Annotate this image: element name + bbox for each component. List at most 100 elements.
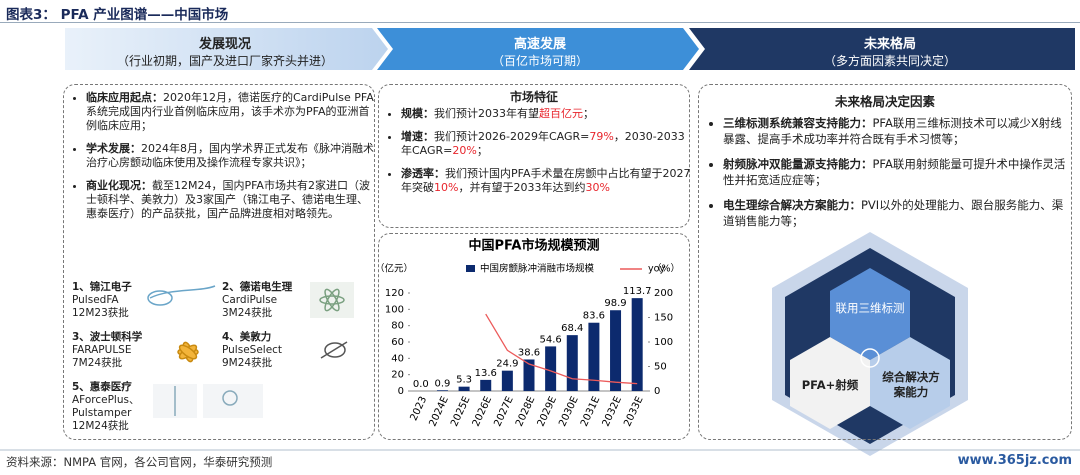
source-note: 资料来源：NMPA 官网，各公司官网，华泰研究预测 — [6, 455, 273, 469]
item-text: ； — [583, 107, 594, 120]
item-label: 电生理综合解决方案能力： — [723, 198, 861, 212]
x-tick-label: 2023 — [409, 395, 430, 423]
market-panel: 市场特征 规模：我们预计2033年有望超百亿元；增速：我们预计2026-2029… — [378, 84, 690, 228]
list-item: 射频脉冲双能量源支持能力：PFA联用射频能量可提升术中操作灵活性并拓宽适应症等； — [723, 156, 1068, 188]
list-item: 增速：我们预计2026-2029年CAGR=79%，2030-2033年CAGR… — [401, 130, 693, 158]
item-label: 商业化现况： — [86, 179, 152, 192]
right-panel: 未来格局决定因素 三维标测系统兼容支持能力：PFA联用三维标测技术可以减少X射线… — [698, 84, 1072, 440]
bar — [480, 379, 492, 391]
value-label: 24.9 — [496, 359, 518, 370]
item-text: 超百亿元 — [539, 107, 583, 120]
list-item: 商业化现况：截至12M24，国内PFA市场共有2家进口（波士顿科学、美敦力）及3… — [86, 179, 378, 221]
figure-title: 图表3： PFA 产业图谱——中国市场 — [6, 7, 229, 23]
value-label: 54.6 — [540, 334, 562, 345]
x-tick-label: 2029E — [536, 395, 559, 428]
product-name: 4、美敦力 — [222, 331, 272, 343]
legend-label: 中国房颤脉冲消融市场规模 — [480, 263, 595, 275]
x-tick-label: 2030E — [557, 395, 580, 428]
bar — [523, 359, 535, 391]
stage-subtitle: （多方面因素共同决定） — [823, 54, 956, 68]
x-tick-label: 2028E — [514, 395, 537, 428]
list-item: 临床应用起点：2020年12月，德诺医疗的CardiPulse PFA系统完成国… — [86, 91, 378, 133]
item-label: 临床应用起点： — [86, 91, 163, 104]
product: 3、波士顿科学 FARAPULSE 7M24获批 — [72, 331, 164, 370]
stage-title: 发展现况 — [198, 37, 251, 52]
product-name: 3、波士顿科学 — [72, 331, 143, 343]
x-tick-label: 2031E — [579, 395, 602, 428]
product-name: 2、德诺电生理 — [222, 281, 293, 293]
value-label: 0.0 — [413, 379, 429, 390]
watermark: www.365jz.com — [957, 453, 1072, 468]
product-model: AForcePlus、Pulstamper — [72, 394, 140, 419]
bar — [501, 370, 513, 391]
item-label: 射频脉冲双能量源支持能力： — [723, 157, 873, 171]
x-tick-label: 2024E — [427, 395, 450, 428]
list-item: 渗透率：我们预计国内PFA手术量在房颤中占比有望于2027年突破10%，并有望于… — [401, 167, 693, 195]
legend-swatch — [466, 265, 475, 272]
item-text: 我们预计国内PFA手术量在房颤中占比有望于2027年突破 — [401, 167, 691, 194]
item-text: ，2030-2033年CAGR= — [401, 130, 685, 157]
bar — [610, 310, 622, 391]
product: 4、美敦力 PulseSelect 9M24获批 — [222, 331, 314, 370]
item-text: PFA联用射频能量可提升术中操作灵活性并拓宽适应症等； — [723, 157, 1066, 187]
product-images — [147, 282, 354, 418]
stage-title: 高速发展 — [513, 37, 566, 52]
y-tick-label: 100 — [385, 304, 404, 315]
item-text: ； — [476, 144, 488, 157]
stage-subtitle: （行业初期，国产及进口厂家齐头并进） — [116, 54, 333, 68]
list-item: 规模：我们预计2033年有望超百亿元； — [401, 107, 693, 121]
y2-axis-label: （%） — [652, 263, 680, 275]
legend-label: yoy — [648, 264, 665, 275]
value-label: 113.7 — [623, 286, 652, 297]
product-model: PulsedFA — [72, 294, 119, 306]
chart-title: 中国PFA市场规模预测 — [469, 238, 600, 254]
bar — [545, 346, 557, 391]
product-name: 5、惠泰医疗 — [72, 381, 132, 393]
left-panel: 临床应用起点：2020年12月，德诺医疗的CardiPulse PFA系统完成国… — [63, 84, 375, 440]
y2-tick-label: 150 — [654, 313, 673, 324]
product: 5、惠泰医疗 AForcePlus、Pulstamper 12M24获批 — [72, 381, 164, 433]
item-text: 我们预计2026-2029年CAGR= — [434, 130, 590, 143]
y-tick-label: 0 — [398, 386, 404, 397]
item-text: 30% — [585, 181, 610, 194]
y2-tick-label: 50 — [654, 362, 667, 373]
product: 1、锦江电子 PulsedFA 12M23获批 — [72, 281, 164, 320]
item-text: 20% — [452, 144, 477, 157]
hex-label: 综合解决方案能力 — [882, 370, 940, 399]
hex-label: 联用三维标测 — [835, 301, 905, 315]
item-text: 我们预计2033年有望 — [434, 107, 539, 120]
x-tick-label: 2025E — [449, 395, 472, 428]
product-approval: 12M24获批 — [72, 420, 129, 432]
item-text: 10% — [434, 181, 459, 194]
list-item: 三维标测系统兼容支持能力：PFA联用三维标测技术可以减少X射线暴露、提高手术成功… — [723, 115, 1068, 147]
stage-arrow — [65, 28, 388, 70]
bar — [631, 298, 643, 391]
item-label: 规模： — [401, 107, 434, 120]
value-label: 13.6 — [475, 368, 497, 379]
product-name: 1、锦江电子 — [72, 281, 132, 293]
product-model: FARAPULSE — [72, 344, 132, 356]
y-axis-label: （亿元） — [378, 263, 413, 275]
y-tick-label: 40 — [391, 353, 404, 364]
chart: 中国PFA市场规模预测 （亿元） （%） 0 20 40 60 80 100 120 0 50 100 1… — [378, 238, 680, 429]
y2-tick-label: 100 — [654, 337, 673, 348]
y-tick-label: 60 — [391, 337, 404, 348]
item-label: 三维标测系统兼容支持能力： — [723, 116, 873, 130]
item-label: 增速： — [401, 130, 434, 143]
product-model: PulseSelect — [222, 344, 283, 356]
item-text: 2024年8月，国内学术界正式发布《脉冲消融术治疗心房颤动临床使用及操作流程专家… — [86, 142, 374, 169]
item-label: 渗透率： — [401, 167, 445, 180]
product-approval: 9M24获批 — [222, 357, 273, 369]
x-tick-label: 2026E — [471, 395, 494, 428]
bar — [566, 335, 578, 391]
y-tick-label: 120 — [385, 288, 404, 299]
y-tick-label: 20 — [391, 370, 404, 381]
line — [485, 313, 638, 385]
item-text: PVI以外的处理能力、跟台服务能力、渠道销售能力等； — [723, 198, 1064, 228]
value-label: 5.3 — [456, 375, 472, 386]
product-approval: 3M24获批 — [222, 307, 273, 319]
list-item: 学术发展：2024年8月，国内学术界正式发布《脉冲消融术治疗心房颤动临床使用及操… — [86, 142, 378, 170]
hexagon-diagram — [772, 232, 968, 456]
